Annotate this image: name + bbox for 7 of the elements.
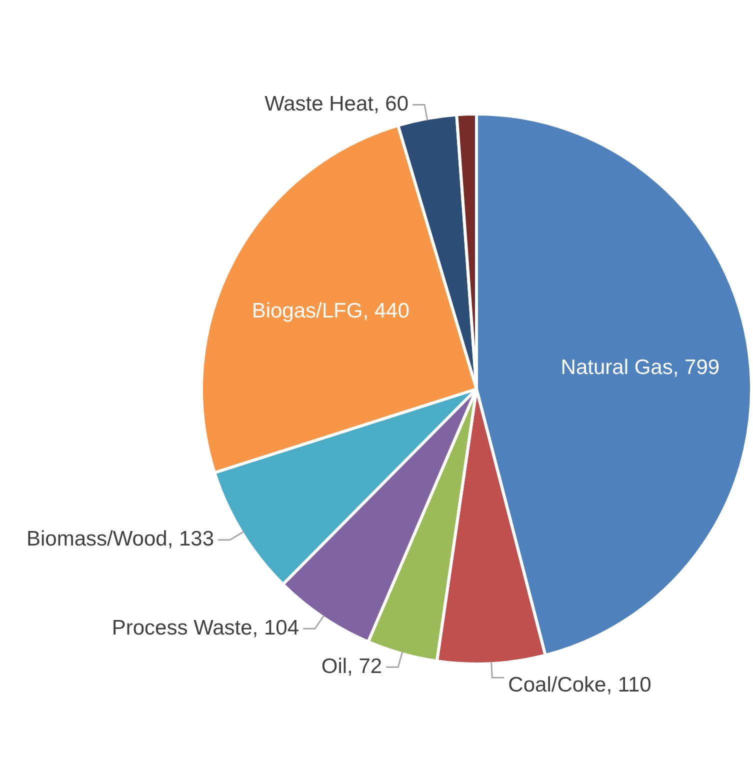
slice-label: Biomass/Wood, 133	[26, 528, 214, 551]
slice-label: Coal/Coke, 110	[508, 673, 652, 696]
slice-label: Process Waste, 104	[112, 616, 300, 640]
slice-label: Oil, 72	[321, 654, 382, 678]
slice-label: Biogas/LFG, 440	[252, 300, 410, 323]
slice-label: Waste Heat, 60	[264, 92, 409, 116]
slice-label: Natural Gas, 799	[560, 356, 720, 379]
